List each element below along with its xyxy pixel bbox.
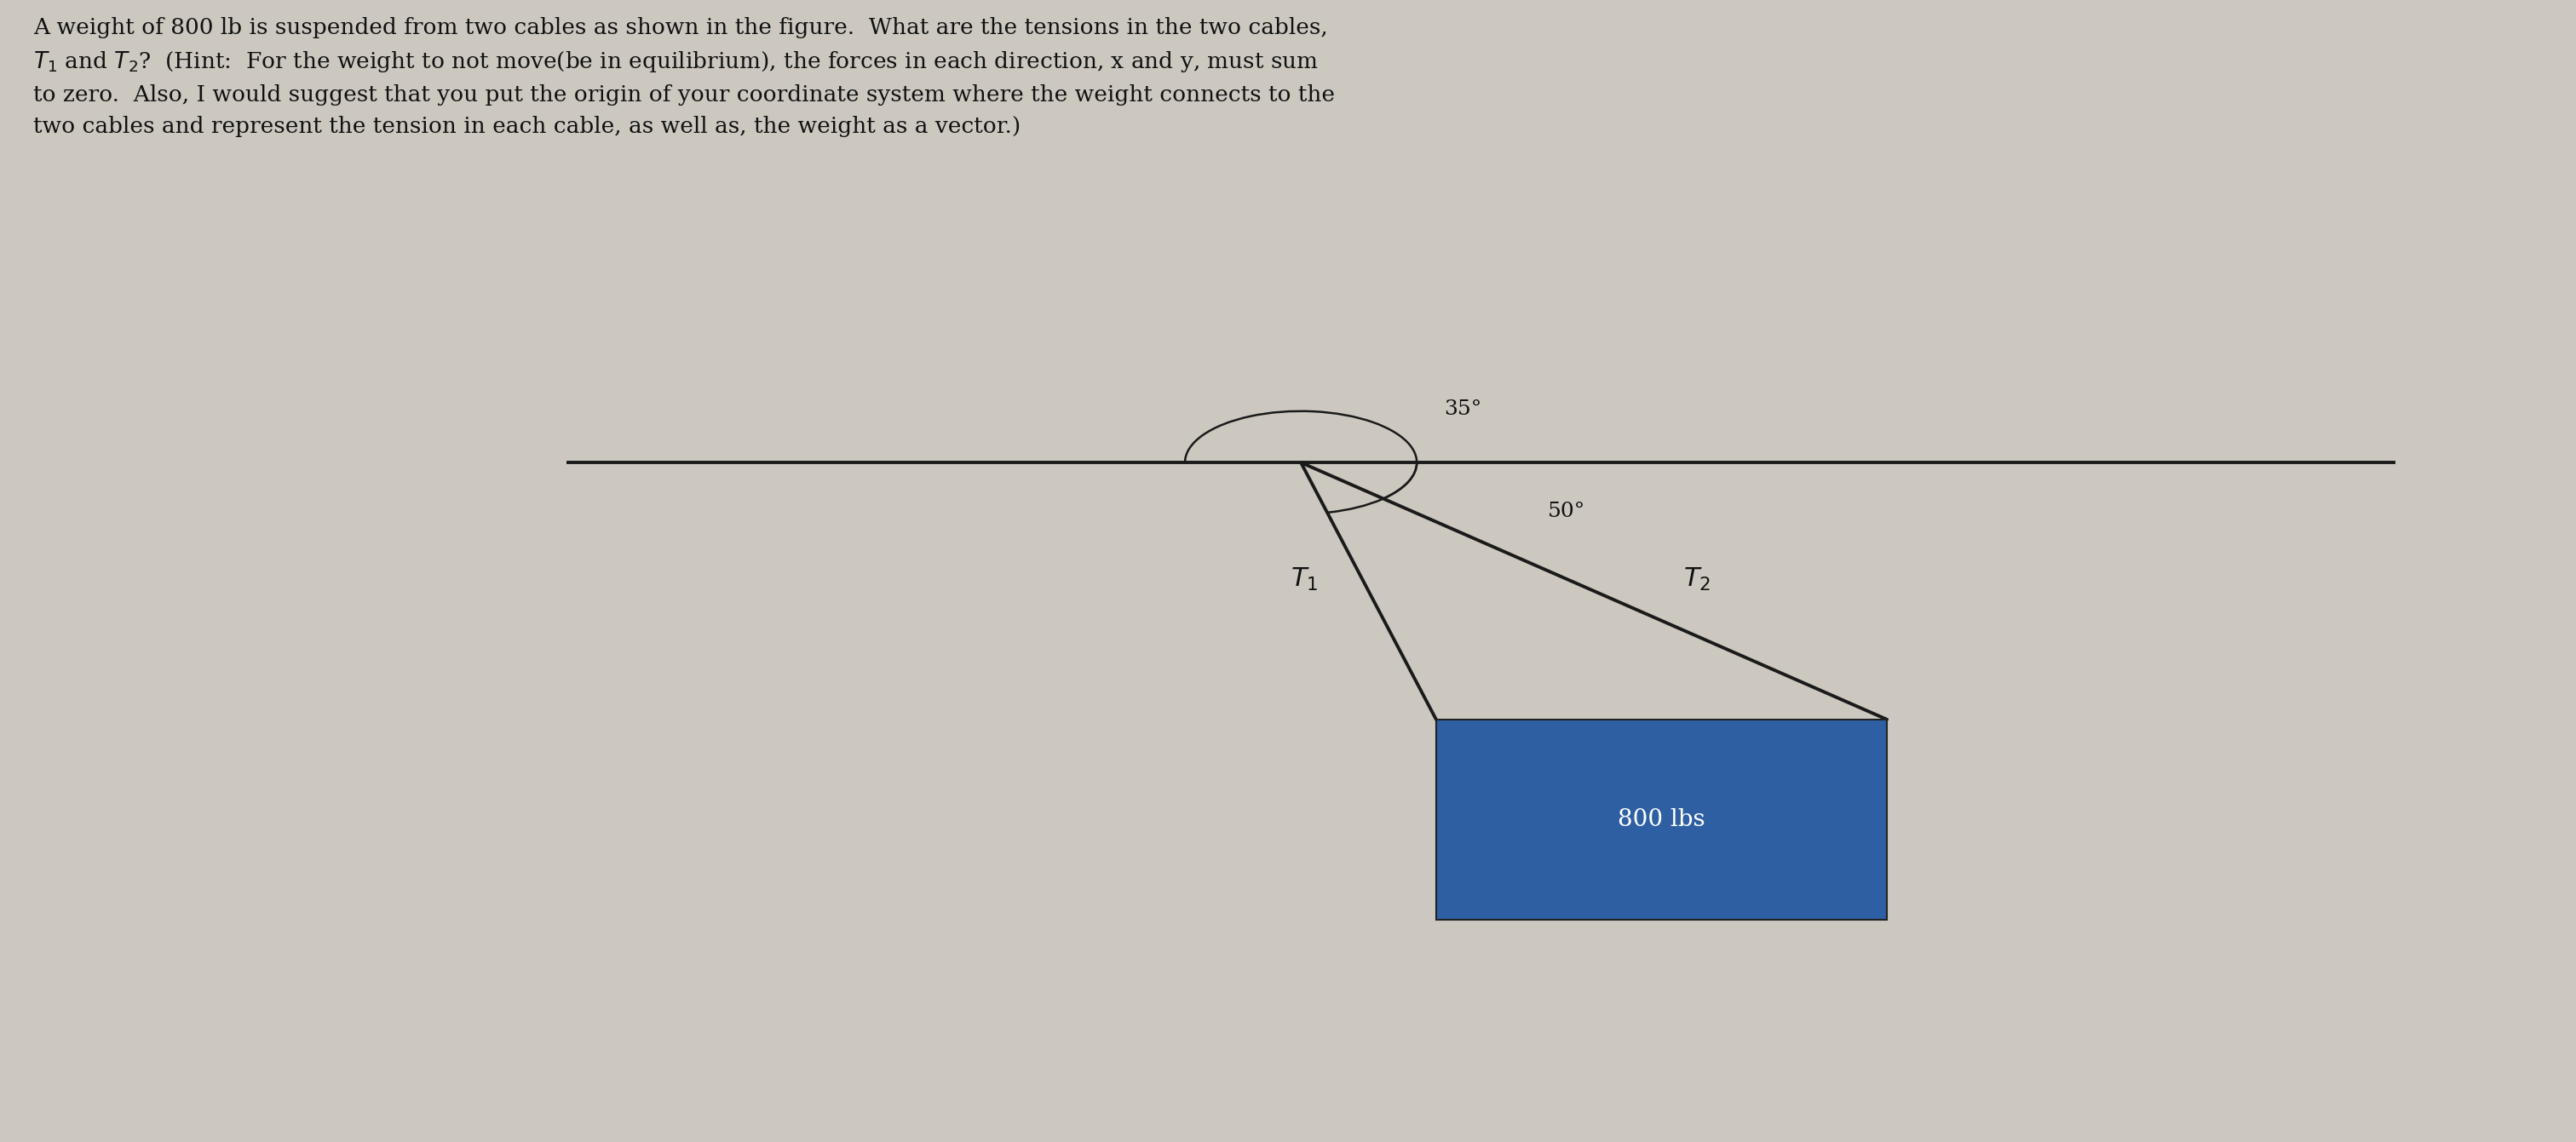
Text: 800 lbs: 800 lbs (1618, 807, 1705, 831)
Bar (1435, 719, 1886, 919)
Text: 35°: 35° (1445, 400, 1481, 419)
Text: $T_1$: $T_1$ (1291, 566, 1319, 593)
Text: $T_2$: $T_2$ (1682, 566, 1710, 593)
Text: A weight of 800 lb is suspended from two cables as shown in the figure.  What ar: A weight of 800 lb is suspended from two… (33, 17, 1334, 137)
Text: 50°: 50° (1548, 501, 1584, 521)
